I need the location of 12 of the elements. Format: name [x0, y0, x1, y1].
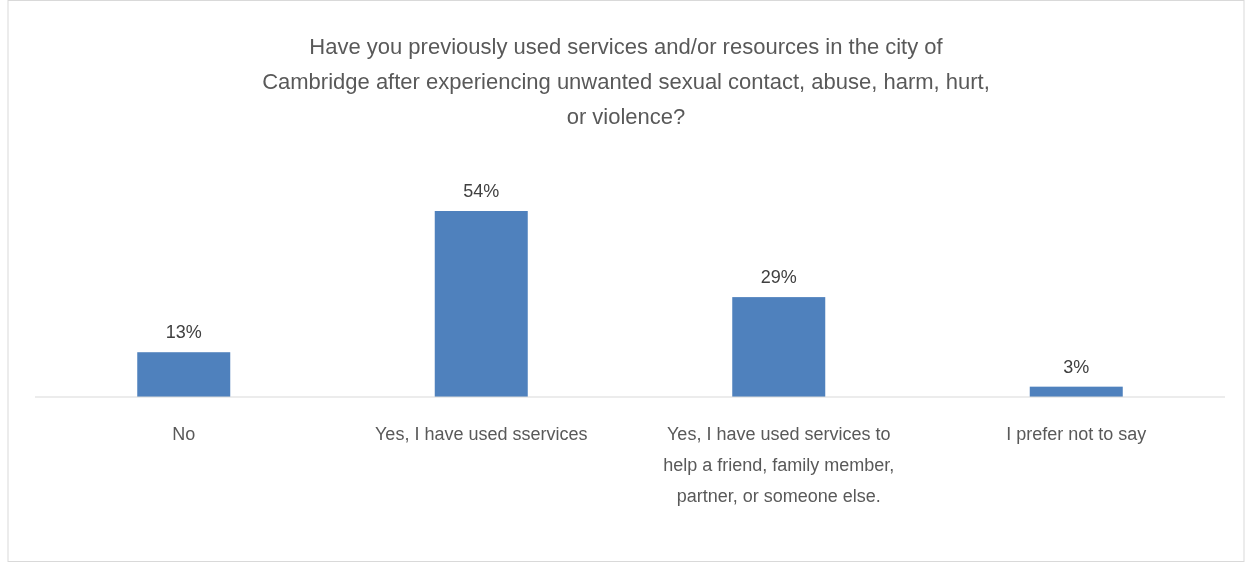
x-tick-label: I prefer not to say	[1006, 424, 1147, 444]
chart-title: Have you previously used services and/or resources in the city of Cambridge after experiencing unwanted sexual contact, abuse, harm, hurt, or violence?	[262, 34, 990, 129]
data-label: 3%	[1063, 356, 1090, 377]
x-tick-label: Yes, I have used sservices	[375, 424, 588, 444]
bar	[434, 211, 528, 397]
data-label: 54%	[463, 181, 500, 201]
x-tick-label: No	[172, 424, 196, 444]
bar	[137, 352, 231, 397]
x-tick-label: Yes, I have used services to help a friend, family member, partner, or someone else.	[663, 424, 895, 506]
data-label: 13%	[165, 322, 202, 343]
data-label: 29%	[760, 267, 797, 288]
bar	[732, 297, 826, 397]
